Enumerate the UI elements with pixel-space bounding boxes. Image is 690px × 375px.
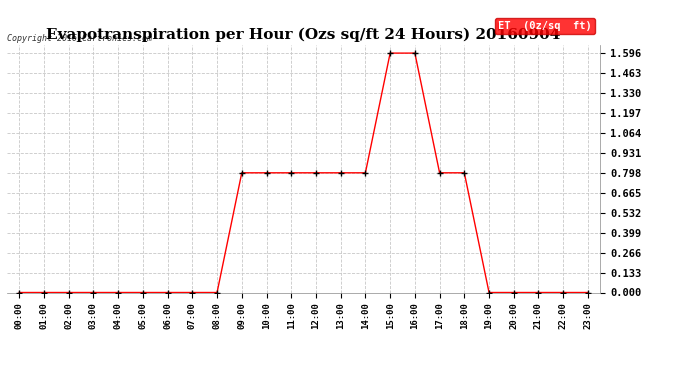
Text: Copyright 2016 Cartronics.com: Copyright 2016 Cartronics.com — [7, 33, 152, 42]
Title: Evapotranspiration per Hour (Ozs sq/ft 24 Hours) 20160904: Evapotranspiration per Hour (Ozs sq/ft 2… — [46, 28, 561, 42]
Legend: ET  (0z/sq  ft): ET (0z/sq ft) — [495, 18, 595, 34]
